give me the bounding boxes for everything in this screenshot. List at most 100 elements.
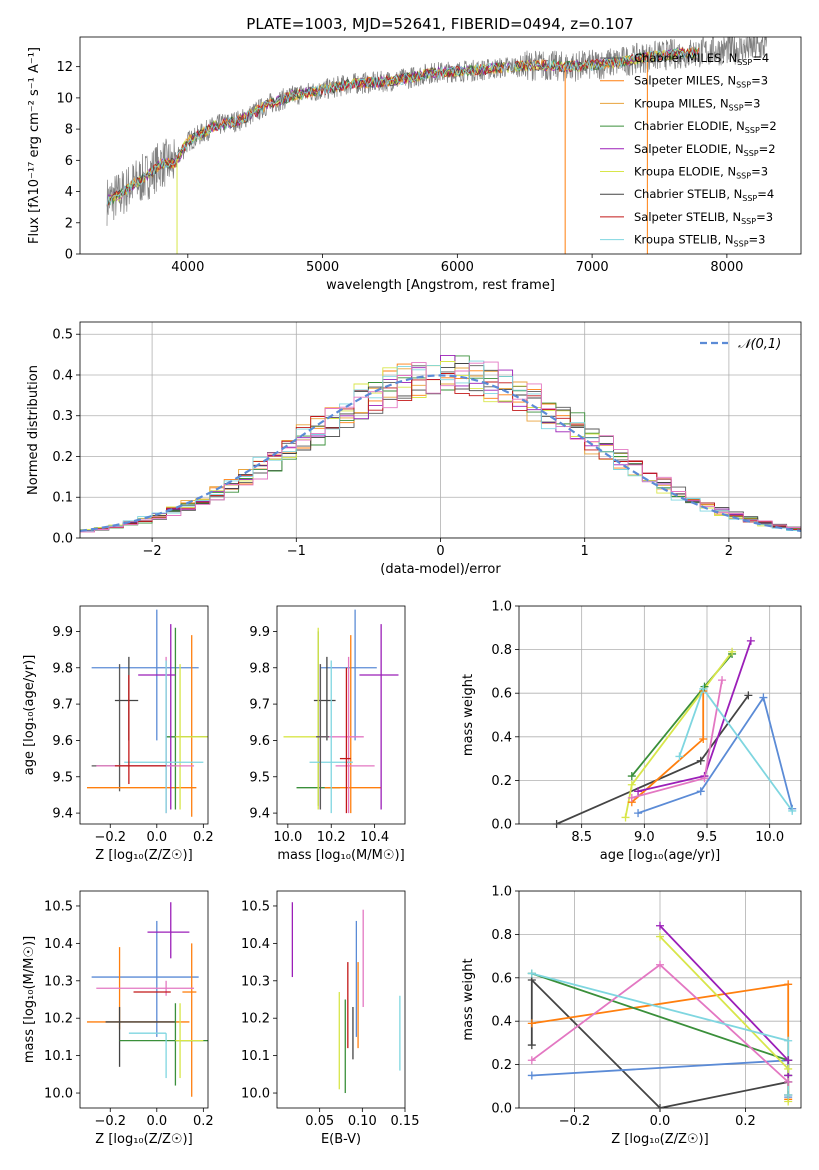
y-tick-label: 9.8 [249, 661, 270, 676]
y-tick-label: 0.2 [52, 450, 73, 465]
weight-point-marker [552, 820, 561, 828]
y-tick-label: 0.8 [491, 643, 512, 658]
y-tick-label: 9.7 [249, 698, 270, 713]
panel-spectrum: 4000 5000 6000 7000 8000 0 2 4 6 8 10 12 wavelength … [27, 36, 802, 293]
x-tick-label: 10.2 [317, 830, 346, 845]
y-tick-label: 0.6 [491, 687, 512, 702]
weight-point-marker [788, 806, 797, 815]
weight-point-marker [759, 693, 768, 702]
x-axis-label: mass [log₁₀(M/M☉)] [277, 848, 404, 863]
y-tick-label: 10.5 [44, 899, 73, 914]
x-tick-label: 8000 [710, 260, 743, 275]
x-tick-label: −2 [143, 544, 162, 559]
x-tick-label: −1 [287, 544, 306, 559]
x-tick-label: 0.2 [193, 830, 214, 845]
legend-label: Chabrier MILES, NSSP=4 [634, 51, 769, 67]
x-tick-label: −0.2 [94, 1114, 126, 1129]
y-tick-label: 0.2 [491, 1058, 512, 1073]
x-tick-label: 0.0 [650, 1114, 671, 1129]
weight-point-marker [627, 793, 636, 802]
y-tick-label: 0.6 [491, 971, 512, 986]
x-tick-label: 1 [581, 544, 589, 559]
plot-area [86, 609, 208, 817]
panel-mass-weight-vs-age: 8.5 9.0 9.5 10.0 0.0 0.2 0.4 0.6 0.8 1.0 age [log₁… [461, 600, 802, 863]
x-axis-label: wavelength [Angstrom, rest frame] [326, 278, 555, 293]
weight-point-marker [656, 921, 664, 930]
y-tick-label: 1.0 [491, 885, 512, 900]
legend-subscript: SSP [737, 58, 752, 67]
legend-label: Chabrier STELIB, NSSP=4 [634, 187, 774, 203]
x-axis-label: age [log₁₀(age/yr)] [600, 848, 721, 863]
y-tick-label: 10.2 [44, 1012, 73, 1027]
y-tick-label: 1.0 [491, 600, 512, 615]
y-tick-label: 10.4 [44, 937, 73, 952]
plot-area [80, 322, 801, 538]
x-tick-label: 0.0 [146, 830, 167, 845]
y-tick-label: 0 [65, 248, 73, 263]
y-tick-label: 10.3 [44, 974, 73, 989]
y-tick-label: 6 [65, 154, 73, 169]
legend-label-rest: =3 [744, 96, 761, 110]
model-line [106, 47, 700, 207]
x-tick-label: 9.5 [697, 830, 718, 845]
normal-curve [80, 374, 801, 532]
weight-point-marker [700, 774, 709, 783]
plot-area [291, 902, 401, 1094]
legend-label: Kroupa ELODIE, NSSP=3 [634, 165, 768, 181]
x-tick-label: 5000 [306, 260, 339, 275]
x-tick-label: 6000 [441, 260, 474, 275]
weight-point-marker [784, 1056, 793, 1065]
y-tick-label: 0.0 [491, 818, 512, 833]
legend: Chabrier MILES, NSSP=4 Salpeter MILES, NS… [600, 51, 777, 249]
y-tick-label: 0.5 [52, 328, 73, 343]
y-tick-label: 9.4 [249, 807, 270, 822]
x-axis-label: E(B-V) [321, 1132, 361, 1147]
legend-subscript: SSP [736, 172, 751, 181]
x-tick-label: 0.10 [348, 1114, 377, 1129]
weight-point-marker [784, 1090, 793, 1099]
weight-point-marker [784, 1077, 793, 1086]
x-tick-label: 8.5 [571, 830, 592, 845]
axes-frame [276, 890, 406, 1109]
y-tick-label: 9.9 [249, 625, 270, 640]
y-tick-label: 12 [56, 60, 73, 75]
x-tick-label: −0.2 [94, 830, 126, 845]
legend-label: Salpeter MILES, NSSP=3 [634, 74, 768, 90]
weight-series-line [637, 695, 794, 814]
y-tick-label: 10 [56, 91, 73, 106]
panel-residuals: −2 −1 0 1 2 0.0 0.1 0.2 0.3 0.4 0.5 (data-model)/er… [26, 321, 802, 577]
y-tick-label: 8 [65, 123, 73, 138]
x-tick-label: 0 [436, 544, 444, 559]
x-axis-label: Z [log₁₀(Z/Z☉)] [611, 1132, 708, 1147]
weight-point-marker [784, 1036, 793, 1045]
weight-point-marker [699, 684, 708, 693]
legend-label: 𝒩(0,1) [738, 337, 781, 352]
legend-subscript: SSP [729, 103, 744, 112]
y-tick-label: 9.8 [52, 661, 73, 676]
y-axis-label: Flux [fλ10⁻¹⁷ erg cm⁻² s⁻¹ A⁻¹] [27, 47, 42, 244]
axes-frame [276, 605, 406, 825]
y-tick-label: 9.5 [52, 770, 73, 785]
y-tick-label: 0.2 [491, 774, 512, 789]
legend-label: Kroupa STELIB, NSSP=3 [634, 233, 765, 249]
legend-label-rest: =4 [757, 187, 774, 201]
legend-label-rest: =3 [749, 233, 766, 247]
y-tick-label: 9.6 [249, 734, 270, 749]
weight-point-marker [784, 1064, 793, 1073]
y-tick-label: 0.4 [491, 1015, 512, 1030]
panel-mass-vs-EBV: 0.05 0.10 0.15 10.0 10.1 10.2 10.3 10.4 10.5 E(B-… [241, 890, 419, 1147]
legend-label: Kroupa MILES, NSSP=3 [634, 96, 760, 112]
x-axis-label: (data-model)/error [380, 562, 501, 577]
y-axis-label: mass [log₁₀(M/M☉)] [22, 936, 37, 1063]
weight-point-marker [744, 691, 753, 700]
panel-mass-weight-vs-Z: −0.2 0.0 0.2 0.0 0.2 0.4 0.6 0.8 1.0 Z [log₁₀(Z/Z… [461, 885, 802, 1147]
weight-series-line [659, 935, 790, 1102]
weight-point-marker [728, 647, 737, 656]
y-tick-label: 10.2 [241, 1012, 270, 1027]
legend: 𝒩(0,1) [700, 337, 781, 352]
axes-frame [79, 36, 802, 255]
y-tick-label: 10.1 [44, 1049, 73, 1064]
y-tick-label: 9.5 [249, 770, 270, 785]
weight-series-line [556, 694, 750, 824]
legend-label: Salpeter STELIB, NSSP=3 [634, 210, 773, 226]
